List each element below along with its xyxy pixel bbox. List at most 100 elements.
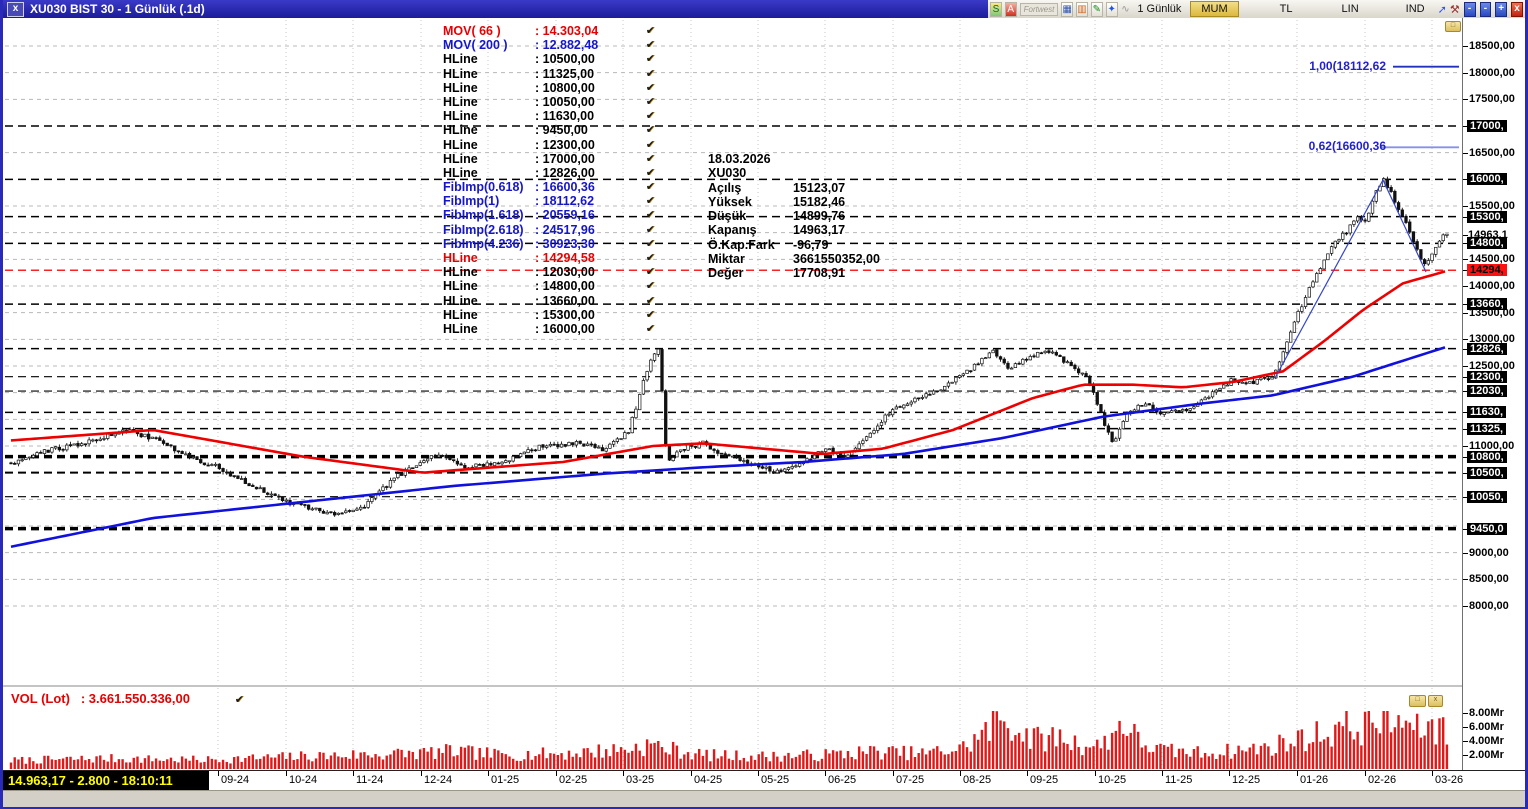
price-axis-label: 17500,00 bbox=[1469, 93, 1515, 106]
legend-visibility-check[interactable]: ✔ bbox=[645, 252, 655, 264]
volume-visibility-check[interactable]: ✔ bbox=[234, 694, 244, 706]
price-axis[interactable]: 18500,00 18000,00 17500,00 17000, 16500,00 16… bbox=[1462, 18, 1525, 770]
legend-row: HLine: 11325,00 ✔ bbox=[443, 67, 655, 81]
legend-row: HLine: 14294,58 ✔ bbox=[443, 251, 655, 265]
price-axis-label: 10050, bbox=[1467, 490, 1507, 503]
volume-close-button[interactable]: x bbox=[1428, 695, 1443, 707]
axis-tick bbox=[218, 771, 219, 776]
time-axis-label: 10-24 bbox=[289, 774, 318, 786]
legend-row: HLine: 14800,00 ✔ bbox=[443, 279, 655, 293]
time-axis-label: 08-25 bbox=[963, 774, 992, 786]
tooltip-label: Kapanış bbox=[708, 223, 757, 238]
legend-visibility-check[interactable]: ✔ bbox=[645, 266, 655, 279]
calculator-icon[interactable]: ▦ bbox=[1061, 1, 1074, 17]
price-axis-label: 8.00Mr bbox=[1469, 707, 1504, 719]
legend-name: FibImp(1.618) bbox=[443, 208, 524, 223]
indicator-button-ind[interactable]: IND bbox=[1405, 3, 1425, 15]
legend-visibility-check[interactable]: ✔ bbox=[645, 95, 655, 108]
price-axis-label: 17000, bbox=[1467, 120, 1507, 132]
window-restore-button[interactable]: - bbox=[1463, 1, 1476, 17]
scale-button-tl[interactable]: TL bbox=[1279, 3, 1293, 15]
legend-visibility-check[interactable]: ✔ bbox=[645, 25, 655, 37]
window-close-button[interactable]: x bbox=[1511, 1, 1523, 17]
compass-tool-icon[interactable]: ✦ bbox=[1105, 1, 1118, 17]
legend-visibility-check[interactable]: ✔ bbox=[645, 124, 655, 137]
legend-value: : 10800,00 bbox=[535, 80, 595, 95]
matriks-logo-icon[interactable]: S bbox=[990, 1, 1002, 17]
window-maximize-button[interactable]: + bbox=[1495, 1, 1508, 17]
legend-visibility-check[interactable]: ✔ bbox=[645, 223, 655, 236]
price-axis-label: 11630, bbox=[1467, 406, 1507, 419]
panel-close-button[interactable]: x bbox=[7, 1, 24, 17]
window-title: XU030 BIST 30 - 1 Günlük (.1d) bbox=[30, 2, 205, 16]
axis-tick bbox=[1095, 771, 1096, 776]
axis-tick bbox=[1463, 259, 1468, 261]
legend-name: HLine bbox=[443, 109, 478, 124]
red-quote-icon[interactable]: A bbox=[1004, 1, 1017, 17]
legend-visibility-check[interactable]: ✔ bbox=[645, 308, 655, 321]
axis-tick bbox=[623, 771, 624, 776]
legend-visibility-check[interactable]: ✔ bbox=[645, 280, 655, 293]
tools-wrench-icon[interactable]: ⚒ bbox=[1449, 3, 1460, 16]
legend-visibility-check[interactable]: ✔ bbox=[645, 209, 655, 222]
legend-visibility-check[interactable]: ✔ bbox=[645, 110, 655, 123]
price-axis-label: 6.00Mr bbox=[1469, 721, 1504, 733]
period-selector[interactable]: 1 Günlük bbox=[1137, 3, 1182, 15]
time-axis-label: 07-25 bbox=[896, 774, 925, 786]
legend-name: HLine bbox=[443, 265, 478, 280]
chart-window-icon[interactable]: ▥ bbox=[1076, 1, 1088, 17]
axis-tick bbox=[1463, 126, 1468, 127]
axis-tick bbox=[1463, 312, 1468, 314]
axis-tick bbox=[488, 771, 489, 776]
axis-tick bbox=[1463, 456, 1468, 458]
send-arrow-icon[interactable]: ➚ bbox=[1437, 3, 1447, 16]
legend-visibility-check[interactable]: ✔ bbox=[645, 152, 655, 165]
fib-level-label-100: 1,00(18112,62 bbox=[1309, 59, 1386, 73]
time-axis-label: 02-25 bbox=[559, 774, 588, 786]
legend-visibility-check[interactable]: ✔ bbox=[645, 322, 655, 335]
time-axis-label: 12-25 bbox=[1232, 774, 1261, 786]
legend-visibility-check[interactable]: ✔ bbox=[645, 181, 655, 194]
legend-value: : 16600,36 bbox=[535, 180, 595, 195]
tooltip-row: Açılış 15123,07 bbox=[708, 181, 880, 195]
price-axis-label: 10800, bbox=[1467, 450, 1507, 463]
tooltip-label: Yüksek bbox=[708, 194, 752, 209]
legend-visibility-check[interactable]: ✔ bbox=[645, 53, 655, 66]
legend-visibility-check[interactable]: ✔ bbox=[645, 138, 655, 151]
legend-visibility-check[interactable]: ✔ bbox=[645, 237, 655, 250]
legend-visibility-check[interactable]: ✔ bbox=[645, 195, 655, 208]
tooltip-value: 15123,07 bbox=[793, 180, 846, 195]
axis-tick bbox=[556, 771, 557, 776]
axis-tick bbox=[1463, 72, 1468, 74]
axis-tick bbox=[1463, 270, 1468, 272]
price-chart-canvas[interactable] bbox=[3, 18, 1462, 770]
legend-visibility-check[interactable]: ✔ bbox=[645, 81, 655, 94]
pencil-draw-icon[interactable]: ✎ bbox=[1090, 1, 1103, 17]
legend-value: : 17000,00 bbox=[535, 151, 595, 166]
line-study-icon[interactable]: ∿ bbox=[1121, 3, 1130, 15]
window-minimize-button[interactable]: - bbox=[1479, 1, 1492, 17]
legend-row: HLine: 13660,00 ✔ bbox=[443, 294, 655, 308]
price-axis-label: 12030, bbox=[1467, 385, 1507, 398]
legend-value: : 18112,62 bbox=[535, 194, 595, 209]
chart-type-button-mum[interactable]: MUM bbox=[1190, 1, 1239, 17]
legend-visibility-check[interactable]: ✔ bbox=[645, 294, 655, 307]
legend-name: HLine bbox=[443, 123, 478, 138]
time-axis-label: 05-25 bbox=[761, 774, 790, 786]
fortwest-logo[interactable]: Fortwest bbox=[1019, 2, 1059, 16]
legend-row: HLine : 17000,00 ✔ bbox=[443, 152, 655, 166]
price-axis-label: 10500, bbox=[1467, 466, 1507, 479]
time-axis[interactable]: 14.963,17 - 2.800 - 18:10:11 09-24 10-24 1… bbox=[3, 770, 1525, 790]
legend-row: HLine: 10500,00 ✔ bbox=[443, 52, 655, 66]
scale-button-lin[interactable]: LIN bbox=[1341, 3, 1359, 15]
legend-visibility-check[interactable]: ✔ bbox=[645, 166, 655, 179]
legend-visibility-check[interactable]: ✔ bbox=[645, 39, 655, 52]
legend-visibility-check[interactable]: ✔ bbox=[645, 67, 655, 80]
price-axis-label: 18500,00 bbox=[1469, 40, 1515, 52]
chart-restore-button[interactable]: □ bbox=[1445, 21, 1461, 32]
legend-name: HLine bbox=[443, 151, 478, 166]
volume-restore-button[interactable]: □ bbox=[1409, 695, 1426, 707]
price-axis-label: 12500,00 bbox=[1469, 360, 1515, 372]
time-axis-label: 11-25 bbox=[1165, 774, 1193, 786]
axis-tick bbox=[1463, 304, 1468, 306]
